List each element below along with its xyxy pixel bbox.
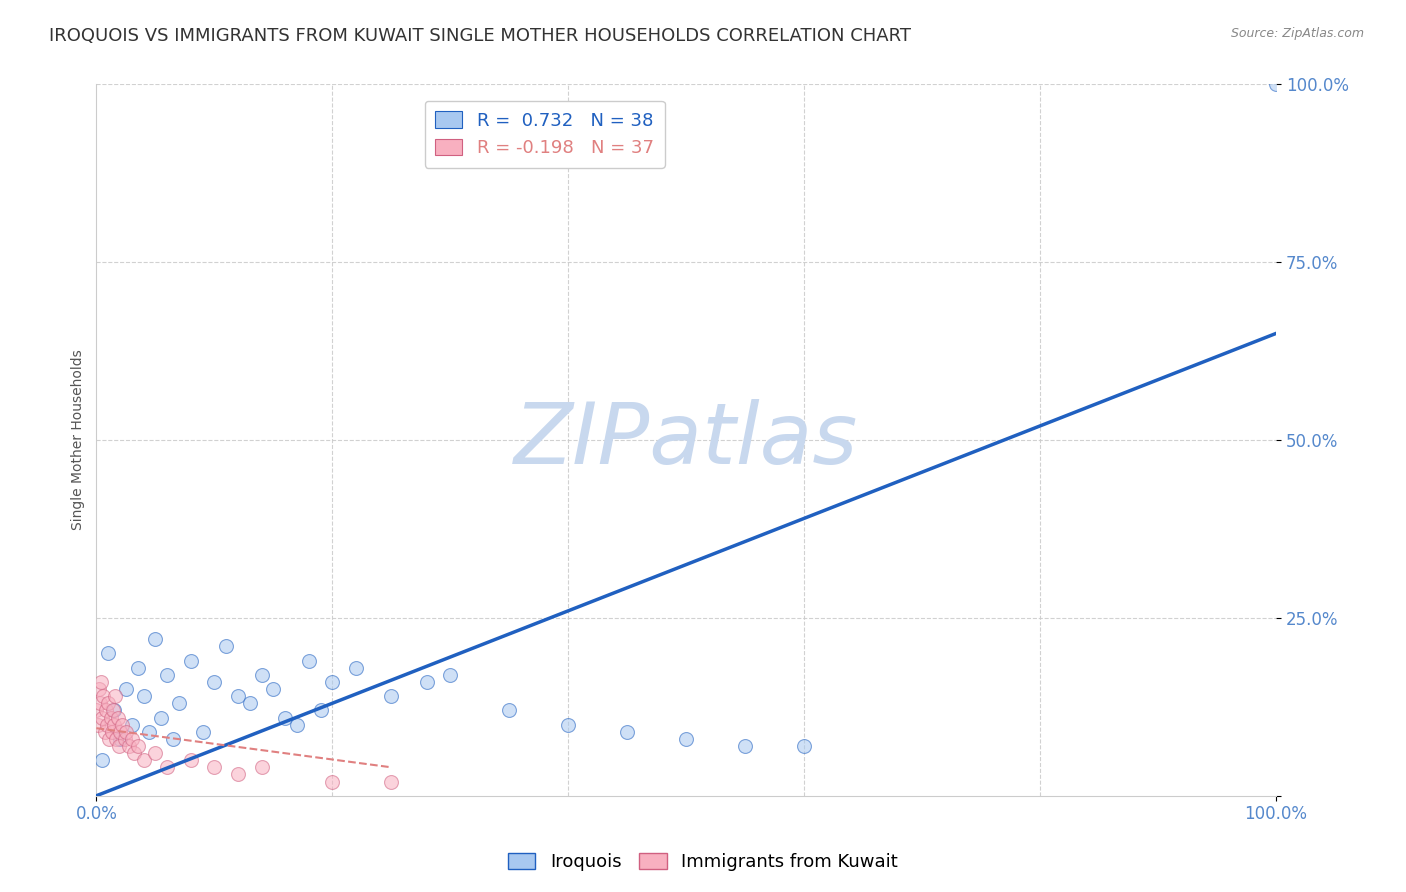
Point <box>498 703 520 717</box>
Point <box>90 675 112 690</box>
Point <box>108 731 131 746</box>
Point <box>108 724 131 739</box>
Point <box>616 724 638 739</box>
Point <box>321 774 343 789</box>
Point <box>162 731 184 746</box>
Point <box>344 661 367 675</box>
Point <box>97 696 120 710</box>
Point <box>118 739 141 753</box>
Point <box>298 654 321 668</box>
Point <box>793 739 815 753</box>
Point <box>114 731 136 746</box>
Point <box>122 746 145 760</box>
Point <box>100 724 122 739</box>
Point <box>86 717 108 731</box>
Point <box>309 703 332 717</box>
Text: Source: ZipAtlas.com: Source: ZipAtlas.com <box>1230 27 1364 40</box>
Point <box>127 739 149 753</box>
Point <box>150 710 173 724</box>
Text: IROQUOIS VS IMMIGRANTS FROM KUWAIT SINGLE MOTHER HOUSEHOLDS CORRELATION CHART: IROQUOIS VS IMMIGRANTS FROM KUWAIT SINGL… <box>49 27 911 45</box>
Point <box>285 717 308 731</box>
Point <box>107 739 129 753</box>
Text: ZIPatlas: ZIPatlas <box>515 399 858 482</box>
Point <box>1265 78 1288 92</box>
Point <box>103 703 125 717</box>
Legend: R =  0.732   N = 38, R = -0.198   N = 37: R = 0.732 N = 38, R = -0.198 N = 37 <box>425 101 665 168</box>
Point <box>103 717 125 731</box>
Point <box>156 668 179 682</box>
Point <box>115 681 138 696</box>
Point <box>239 696 262 710</box>
Point <box>167 696 190 710</box>
Point <box>91 710 114 724</box>
Point <box>180 753 202 767</box>
Legend: Iroquois, Immigrants from Kuwait: Iroquois, Immigrants from Kuwait <box>501 846 905 879</box>
Point <box>86 703 108 717</box>
Point <box>439 668 461 682</box>
Point <box>156 760 179 774</box>
Point <box>101 703 124 717</box>
Point <box>93 689 115 703</box>
Point <box>87 681 110 696</box>
Point <box>675 731 697 746</box>
Point <box>94 703 117 717</box>
Point <box>202 675 225 690</box>
Point <box>226 767 249 781</box>
Point <box>226 689 249 703</box>
Point <box>415 675 437 690</box>
Point <box>380 774 402 789</box>
Point <box>100 710 122 724</box>
Point <box>111 717 134 731</box>
Point <box>250 760 273 774</box>
Point <box>115 724 138 739</box>
Point <box>96 717 118 731</box>
Point <box>105 731 128 746</box>
Point <box>121 717 143 731</box>
Point <box>91 753 114 767</box>
Point <box>132 689 155 703</box>
Point <box>380 689 402 703</box>
Point <box>121 731 143 746</box>
Point <box>93 724 115 739</box>
Point <box>734 739 756 753</box>
Point <box>89 696 111 710</box>
Point <box>104 689 127 703</box>
Point <box>97 647 120 661</box>
Point <box>180 654 202 668</box>
Point <box>98 731 121 746</box>
Point <box>191 724 214 739</box>
Point <box>107 710 129 724</box>
Point <box>143 746 166 760</box>
Point <box>138 724 160 739</box>
Point <box>127 661 149 675</box>
Point <box>321 675 343 690</box>
Point <box>262 681 284 696</box>
Point <box>132 753 155 767</box>
Point <box>202 760 225 774</box>
Point <box>274 710 297 724</box>
Point <box>557 717 579 731</box>
Point <box>215 640 238 654</box>
Y-axis label: Single Mother Households: Single Mother Households <box>72 350 86 531</box>
Point <box>143 632 166 647</box>
Point <box>250 668 273 682</box>
